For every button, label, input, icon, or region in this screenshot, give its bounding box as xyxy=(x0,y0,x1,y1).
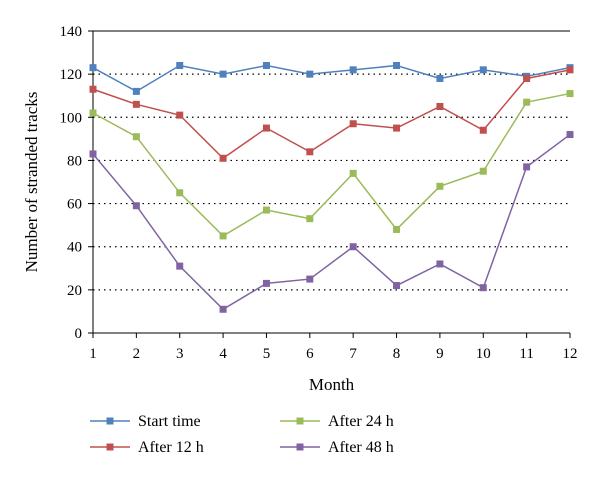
data-point-after-12-h-2 xyxy=(132,100,140,108)
data-point-after-12-h-7 xyxy=(349,120,357,128)
data-point-after-48-h-7 xyxy=(349,243,357,251)
x-tick-label-1: 1 xyxy=(89,346,97,362)
data-point-after-48-h-9 xyxy=(436,260,444,268)
x-tick-label-3: 3 xyxy=(176,346,184,362)
x-tick-label-11: 11 xyxy=(519,346,533,362)
data-point-after-24-h-12 xyxy=(566,90,574,98)
x-tick-label-4: 4 xyxy=(219,346,227,362)
x-tick-label-10: 10 xyxy=(476,346,491,362)
data-point-after-48-h-8 xyxy=(393,282,401,290)
series-line-after-12-h xyxy=(92,69,571,160)
series-after-12-h xyxy=(89,66,574,162)
data-point-after-48-h-5 xyxy=(262,279,270,287)
series-group xyxy=(89,62,574,313)
y-tick-label-140: 140 xyxy=(60,24,83,40)
data-point-after-24-h-3 xyxy=(176,189,184,197)
y-axis-title: Number of stranded tracks xyxy=(22,92,41,273)
legend-label: Start time xyxy=(138,413,201,430)
data-point-after-12-h-9 xyxy=(436,103,444,110)
data-point-after-24-h-6 xyxy=(306,215,314,223)
data-point-start-time-10 xyxy=(479,66,487,74)
data-point-after-12-h-8 xyxy=(393,124,401,132)
y-tick-label-60: 60 xyxy=(67,197,82,213)
data-point-after-12-h-4 xyxy=(219,154,227,162)
y-tick-label-80: 80 xyxy=(67,153,82,169)
data-point-after-12-h-5 xyxy=(262,124,270,132)
data-point-after-24-h-5 xyxy=(262,206,270,214)
data-point-start-time-7 xyxy=(349,66,357,74)
y-tick-label-120: 120 xyxy=(60,67,83,83)
data-point-after-48-h-6 xyxy=(306,275,314,283)
data-point-after-24-h-2 xyxy=(132,133,140,141)
x-tick-label-2: 2 xyxy=(133,346,141,362)
data-point-after-24-h-4 xyxy=(219,232,227,240)
y-tick-label-40: 40 xyxy=(67,240,82,256)
data-point-after-48-h-2 xyxy=(132,202,140,210)
legend-label: After 24 h xyxy=(328,413,394,430)
legend-swatch-marker xyxy=(106,443,114,451)
data-point-after-12-h-1 xyxy=(89,85,97,93)
data-point-after-12-h-10 xyxy=(479,126,487,134)
x-axis-ticks: 1 2 3 4 5 6 7 8 9 10 11 12 xyxy=(89,333,578,362)
x-tick-label-5: 5 xyxy=(263,346,271,362)
data-point-after-12-h-6 xyxy=(306,148,314,156)
data-point-after-48-h-12 xyxy=(566,131,574,139)
data-point-after-12-h-3 xyxy=(176,111,184,119)
series-line-after-24-h xyxy=(92,92,571,237)
legend-label: After 12 h xyxy=(138,439,204,456)
data-point-start-time-6 xyxy=(306,70,314,78)
y-tick-label-20: 20 xyxy=(67,283,82,299)
data-point-after-12-h-12 xyxy=(566,66,574,74)
legend: Start time After 12 h After 24 h After 48 h xyxy=(90,413,394,456)
legend-label: After 48 h xyxy=(328,439,394,456)
series-line-start-time xyxy=(92,64,571,93)
legend-swatch-marker xyxy=(106,417,114,425)
data-point-after-24-h-11 xyxy=(523,98,531,106)
data-point-start-time-5 xyxy=(262,62,270,70)
legend-item-start-time: Start time xyxy=(90,413,201,430)
y-axis-ticks: 0 20 40 60 80 100 120 140 xyxy=(60,24,93,342)
series-line-after-48-h xyxy=(92,133,571,311)
data-point-after-24-h-8 xyxy=(393,225,401,233)
data-point-after-48-h-3 xyxy=(176,262,184,270)
data-point-after-24-h-1 xyxy=(89,109,97,117)
series-after-24-h xyxy=(89,90,574,240)
data-point-start-time-8 xyxy=(393,62,401,70)
x-tick-label-8: 8 xyxy=(393,346,401,362)
data-point-start-time-9 xyxy=(436,74,444,82)
x-tick-label-9: 9 xyxy=(436,346,444,362)
series-start-time xyxy=(89,62,574,95)
legend-item-after-12-h: After 12 h xyxy=(90,439,204,456)
data-point-after-48-h-4 xyxy=(219,305,227,313)
gridlines xyxy=(93,73,570,291)
data-point-after-24-h-10 xyxy=(479,167,487,175)
data-point-after-48-h-10 xyxy=(479,284,487,292)
x-tick-label-12: 12 xyxy=(563,346,578,362)
series-after-48-h xyxy=(89,131,574,313)
legend-item-after-48-h: After 48 h xyxy=(280,439,394,456)
data-point-start-time-4 xyxy=(219,70,227,78)
x-tick-label-7: 7 xyxy=(349,346,357,362)
x-tick-label-6: 6 xyxy=(306,346,314,362)
x-axis-title: Month xyxy=(309,375,355,394)
legend-swatch-marker xyxy=(296,417,304,425)
data-point-start-time-1 xyxy=(89,64,97,72)
legend-swatch-marker xyxy=(296,443,304,451)
data-point-after-24-h-7 xyxy=(349,169,357,177)
data-point-after-48-h-11 xyxy=(523,163,531,171)
legend-item-after-24-h: After 24 h xyxy=(280,413,394,430)
data-point-after-12-h-11 xyxy=(523,74,531,82)
y-tick-label-0: 0 xyxy=(75,326,83,342)
data-point-start-time-2 xyxy=(132,87,140,95)
data-point-after-48-h-1 xyxy=(89,150,97,158)
data-point-after-24-h-9 xyxy=(436,182,444,190)
axes xyxy=(92,30,570,334)
y-tick-label-100: 100 xyxy=(60,110,83,126)
data-point-start-time-3 xyxy=(176,62,184,70)
